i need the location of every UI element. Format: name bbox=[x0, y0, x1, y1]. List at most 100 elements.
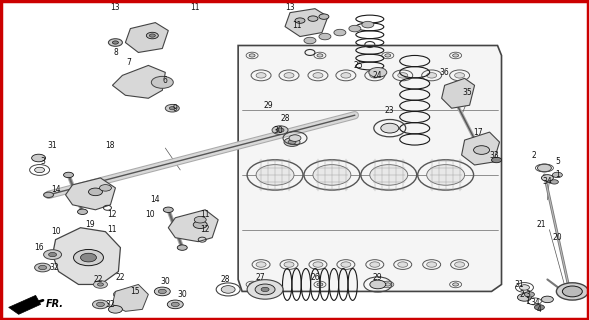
Polygon shape bbox=[52, 228, 120, 284]
Polygon shape bbox=[112, 65, 166, 98]
Text: 3: 3 bbox=[40, 157, 45, 166]
Circle shape bbox=[349, 25, 361, 32]
Circle shape bbox=[194, 217, 206, 223]
Circle shape bbox=[385, 54, 391, 57]
Circle shape bbox=[117, 293, 124, 296]
Circle shape bbox=[261, 287, 269, 292]
Text: 27: 27 bbox=[255, 273, 265, 282]
Circle shape bbox=[288, 140, 296, 144]
Polygon shape bbox=[238, 45, 501, 292]
Text: 2: 2 bbox=[531, 150, 536, 160]
Circle shape bbox=[78, 209, 88, 214]
Text: FR.: FR. bbox=[45, 300, 64, 309]
Circle shape bbox=[370, 262, 380, 267]
Text: 4: 4 bbox=[537, 305, 542, 314]
Circle shape bbox=[74, 250, 104, 266]
Circle shape bbox=[284, 73, 294, 78]
Circle shape bbox=[256, 165, 294, 185]
Text: 28: 28 bbox=[280, 114, 290, 123]
Text: 29: 29 bbox=[263, 101, 273, 110]
Circle shape bbox=[163, 207, 173, 212]
Text: 31: 31 bbox=[515, 280, 524, 289]
Text: 34: 34 bbox=[531, 298, 540, 307]
Text: 2: 2 bbox=[519, 290, 524, 299]
Circle shape bbox=[276, 128, 284, 132]
Circle shape bbox=[146, 32, 158, 39]
Circle shape bbox=[452, 54, 459, 57]
Text: 19: 19 bbox=[85, 220, 95, 229]
Text: 11: 11 bbox=[200, 210, 210, 219]
Text: 10: 10 bbox=[145, 210, 155, 219]
Circle shape bbox=[341, 262, 351, 267]
Circle shape bbox=[247, 280, 283, 299]
Text: 12: 12 bbox=[108, 210, 117, 219]
Circle shape bbox=[193, 221, 207, 228]
Text: 13: 13 bbox=[285, 3, 295, 12]
Circle shape bbox=[81, 253, 97, 262]
Ellipse shape bbox=[151, 76, 173, 88]
Text: 22: 22 bbox=[94, 275, 103, 284]
Text: 24: 24 bbox=[373, 71, 383, 80]
Circle shape bbox=[92, 300, 108, 309]
Circle shape bbox=[398, 73, 408, 78]
Circle shape bbox=[158, 289, 166, 293]
Circle shape bbox=[385, 283, 391, 286]
Circle shape bbox=[35, 263, 51, 272]
Text: 30: 30 bbox=[273, 126, 283, 135]
Text: 25: 25 bbox=[353, 61, 363, 70]
Text: 29: 29 bbox=[373, 273, 383, 282]
Text: 32: 32 bbox=[105, 300, 115, 309]
Circle shape bbox=[94, 281, 107, 288]
Circle shape bbox=[284, 262, 294, 267]
Circle shape bbox=[249, 283, 255, 286]
Circle shape bbox=[362, 21, 374, 28]
Circle shape bbox=[518, 294, 531, 301]
Circle shape bbox=[64, 172, 74, 178]
Circle shape bbox=[317, 54, 323, 57]
Circle shape bbox=[177, 245, 187, 250]
Circle shape bbox=[552, 172, 562, 178]
Circle shape bbox=[550, 180, 558, 184]
Circle shape bbox=[256, 262, 266, 267]
Circle shape bbox=[455, 73, 465, 78]
Text: 28: 28 bbox=[220, 275, 230, 284]
Circle shape bbox=[108, 39, 123, 46]
Text: 14: 14 bbox=[151, 195, 160, 204]
Polygon shape bbox=[125, 23, 168, 52]
Circle shape bbox=[284, 138, 300, 147]
Polygon shape bbox=[168, 210, 218, 242]
Circle shape bbox=[171, 302, 179, 307]
Circle shape bbox=[334, 29, 346, 36]
Circle shape bbox=[88, 188, 102, 196]
Circle shape bbox=[557, 283, 588, 300]
Circle shape bbox=[519, 285, 530, 290]
Text: 5: 5 bbox=[555, 157, 560, 166]
Circle shape bbox=[369, 68, 387, 77]
Text: 22: 22 bbox=[115, 273, 125, 282]
Circle shape bbox=[256, 73, 266, 78]
Polygon shape bbox=[285, 9, 328, 36]
Circle shape bbox=[381, 123, 399, 133]
Circle shape bbox=[313, 262, 323, 267]
Circle shape bbox=[255, 284, 275, 295]
Circle shape bbox=[370, 73, 380, 78]
Circle shape bbox=[167, 300, 183, 309]
Circle shape bbox=[35, 167, 45, 173]
Circle shape bbox=[97, 302, 104, 307]
Circle shape bbox=[534, 305, 544, 310]
Circle shape bbox=[272, 126, 288, 134]
Circle shape bbox=[398, 262, 408, 267]
Text: 11: 11 bbox=[190, 3, 200, 12]
Text: 34: 34 bbox=[542, 177, 552, 187]
Polygon shape bbox=[65, 178, 115, 210]
Text: 31: 31 bbox=[48, 140, 57, 149]
Text: 13: 13 bbox=[111, 3, 120, 12]
Circle shape bbox=[289, 135, 301, 141]
Circle shape bbox=[426, 165, 465, 185]
Circle shape bbox=[313, 73, 323, 78]
Text: 23: 23 bbox=[385, 106, 395, 115]
Circle shape bbox=[313, 165, 351, 185]
Circle shape bbox=[474, 146, 489, 154]
Circle shape bbox=[341, 73, 351, 78]
Text: 15: 15 bbox=[131, 287, 140, 296]
